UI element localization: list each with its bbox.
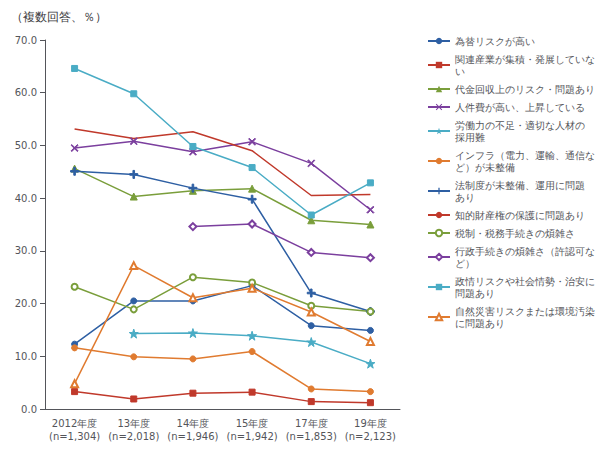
svg-text:労働力の不足・適切な人材の: 労働力の不足・適切な人材の xyxy=(455,120,585,131)
svg-text:19年度: 19年度 xyxy=(354,418,387,429)
svg-text:2012年度: 2012年度 xyxy=(52,418,97,429)
svg-text:い: い xyxy=(455,66,465,77)
svg-text:行政手続きの煩雑さ（許認可な: 行政手続きの煩雑さ（許認可な xyxy=(455,246,595,257)
svg-text:40.0: 40.0 xyxy=(15,193,37,204)
svg-text:人件費が高い、上昇している: 人件費が高い、上昇している xyxy=(455,102,585,113)
svg-text:ど）: ど） xyxy=(455,258,475,269)
svg-text:関連産業が集積・発展していな: 関連産業が集積・発展していな xyxy=(455,54,595,65)
svg-text:政情リスクや社会情勢・治安に: 政情リスクや社会情勢・治安に xyxy=(455,276,595,287)
svg-text:ど）が未整備: ど）が未整備 xyxy=(455,162,515,173)
svg-text:0.0: 0.0 xyxy=(21,404,37,415)
svg-text:14年度: 14年度 xyxy=(177,418,210,429)
svg-text:60.0: 60.0 xyxy=(15,87,37,98)
svg-text:自然災害リスクまたは環境汚染: 自然災害リスクまたは環境汚染 xyxy=(455,306,595,317)
svg-text:あり: あり xyxy=(455,192,475,203)
svg-text:インフラ（電力、運輸、通信な: インフラ（電力、運輸、通信な xyxy=(455,150,595,161)
svg-text:70.0: 70.0 xyxy=(15,35,37,46)
svg-text:為替リスクが高い: 為替リスクが高い xyxy=(455,36,535,47)
svg-text:10.0: 10.0 xyxy=(15,351,37,362)
svg-text:(n=2,018): (n=2,018) xyxy=(108,431,159,442)
svg-text:採用難: 採用難 xyxy=(455,132,485,143)
svg-text:（複数回答、％）: （複数回答、％） xyxy=(11,10,107,24)
svg-text:知的財産権の保護に問題あり: 知的財産権の保護に問題あり xyxy=(455,210,585,221)
svg-text:法制度が未整備、運用に問題: 法制度が未整備、運用に問題 xyxy=(455,180,585,191)
svg-text:(n=1,853): (n=1,853) xyxy=(286,431,337,442)
svg-text:17年度: 17年度 xyxy=(295,418,328,429)
svg-text:15年度: 15年度 xyxy=(236,418,269,429)
svg-text:20.0: 20.0 xyxy=(15,298,37,309)
svg-text:(n=1,946): (n=1,946) xyxy=(167,431,218,442)
svg-text:50.0: 50.0 xyxy=(15,140,37,151)
svg-text:(n=1,942): (n=1,942) xyxy=(227,431,278,442)
svg-text:代金回収上のリスク・問題あり: 代金回収上のリスク・問題あり xyxy=(454,84,595,95)
svg-text:(n=2,123): (n=2,123) xyxy=(345,431,396,442)
svg-text:税制・税務手続きの煩雑さ: 税制・税務手続きの煩雑さ xyxy=(455,228,575,239)
svg-text:13年度: 13年度 xyxy=(117,418,150,429)
svg-text:に問題あり: に問題あり xyxy=(455,318,505,329)
svg-text:30.0: 30.0 xyxy=(15,245,37,256)
svg-text:問題あり: 問題あり xyxy=(455,288,495,299)
svg-text:(n=1,304): (n=1,304) xyxy=(49,431,100,442)
